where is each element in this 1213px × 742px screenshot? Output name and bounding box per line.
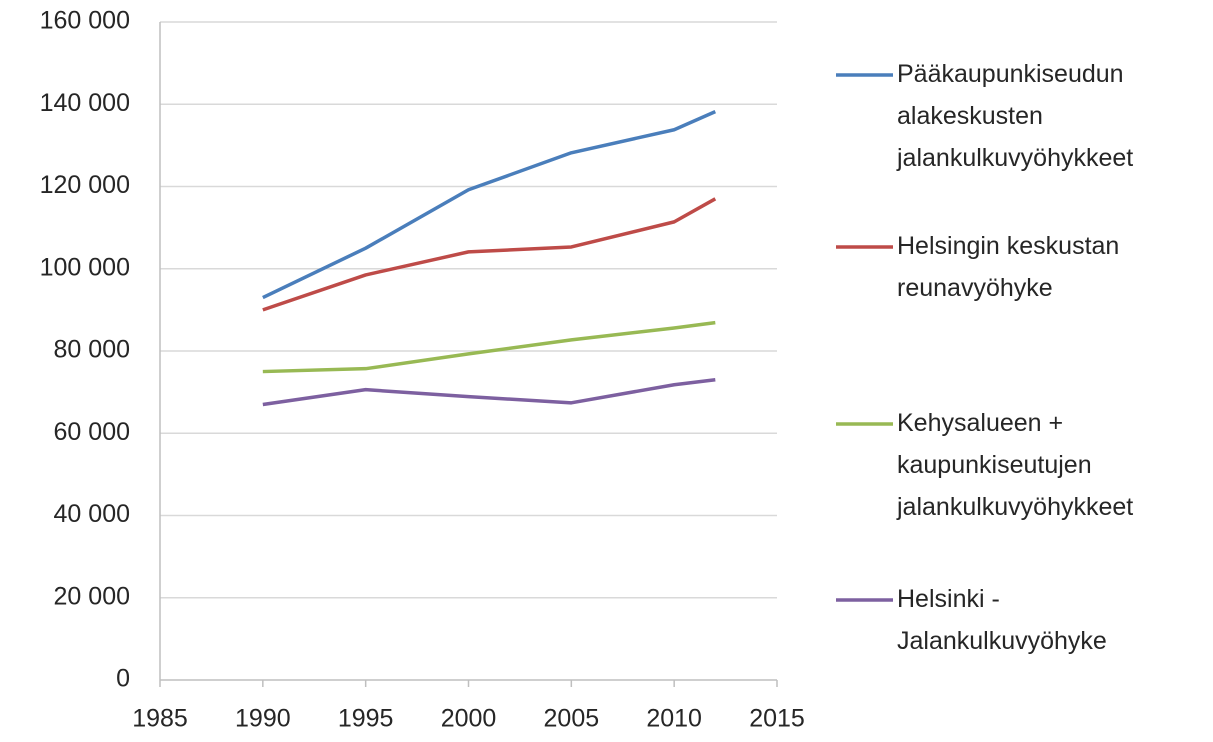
legend-label: Pääkaupunkiseudun alakeskusten jalankulk… <box>896 60 1133 172</box>
series-line <box>262 197 717 312</box>
y-tick-label: 120 000 <box>40 171 130 199</box>
y-tick-label: 80 000 <box>54 336 130 364</box>
series-line <box>262 110 717 300</box>
legend-label: Helsingin keskustan reunavyöhyke <box>897 232 1126 302</box>
x-tick-label: 2015 <box>749 705 805 733</box>
x-tick-label: 1985 <box>132 705 188 733</box>
y-tick-label: 100 000 <box>40 253 130 281</box>
y-tick-label: 140 000 <box>40 89 130 117</box>
legend-label: Helsinki - Jalankulkuvyöhyke <box>897 585 1107 655</box>
y-tick-label: 60 000 <box>54 418 130 446</box>
x-tick-label: 1990 <box>235 705 291 733</box>
y-tick-label: 160 000 <box>40 7 130 35</box>
series-line <box>262 378 716 407</box>
y-tick-label: 0 <box>116 665 130 693</box>
series-line <box>262 320 716 374</box>
x-tick-label: 2000 <box>441 705 497 733</box>
y-tick-label: 20 000 <box>54 582 130 610</box>
x-tick-label: 1995 <box>338 705 394 733</box>
legend-label: Kehysalueen + kaupunkiseutujen jalankulk… <box>896 409 1133 521</box>
y-tick-label: 40 000 <box>54 500 130 528</box>
x-tick-label: 2010 <box>646 705 702 733</box>
x-tick-label: 2005 <box>544 705 600 733</box>
